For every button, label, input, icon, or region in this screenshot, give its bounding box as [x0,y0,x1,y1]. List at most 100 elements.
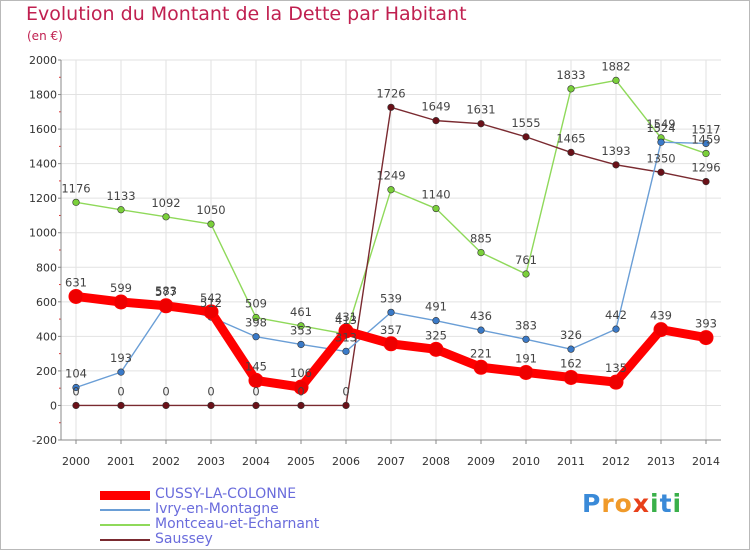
data-label: 512 [200,296,222,310]
data-point [162,213,170,221]
data-point [293,379,309,395]
data-label: 104 [65,366,87,380]
data-label: 509 [245,297,267,311]
data-label: 599 [110,281,132,295]
data-label: 313 [335,330,357,344]
data-label: 1555 [511,116,540,130]
data-label: 1176 [61,181,90,195]
data-label: 442 [605,308,627,322]
data-point [387,186,395,194]
data-point [612,76,620,84]
data-label: 398 [245,316,267,330]
data-point [72,401,80,410]
x-tick-label: 2000 [62,455,90,468]
legend-label: Ivry-en-Montagne [155,501,279,517]
data-point [248,372,264,388]
data-point [522,133,530,141]
data-point [428,341,444,357]
data-point [117,401,125,410]
x-tick-label: 2002 [152,455,180,468]
data-label: 357 [380,323,402,337]
data-point [653,322,669,338]
y-tick-label: 400 [36,330,57,343]
data-point [162,401,170,410]
data-point [477,248,485,257]
data-point [117,206,125,214]
data-label: 0 [72,384,79,398]
data-label: 1517 [691,122,720,136]
logo-letter: t [659,489,673,518]
data-point [113,294,129,310]
data-point [608,374,624,390]
legend-swatch [100,490,150,500]
data-point [567,345,575,353]
data-label: 1631 [466,103,495,117]
data-label: 436 [470,309,492,323]
data-label: 393 [695,317,717,331]
data-point [342,347,350,355]
data-point [342,401,350,410]
data-point [698,330,714,346]
y-tick-label: 1600 [29,123,57,136]
data-point [297,401,305,410]
data-point [207,401,215,410]
chart-title: Evolution du Montant de la Dette par Hab… [26,3,467,25]
y-tick-label: 600 [36,296,57,309]
data-label: 1350 [646,151,675,165]
data-label: 1524 [646,121,675,135]
y-tick-label: 1200 [29,192,57,205]
data-label: 885 [470,232,492,246]
data-label: 135 [605,361,627,375]
x-tick-label: 2004 [242,455,270,468]
y-tick-label: 1800 [29,89,57,102]
data-label: 162 [560,356,582,370]
legend-swatch [100,524,150,526]
data-point [657,168,665,176]
logo-letter: i [650,489,660,518]
y-tick-label: -200 [32,434,57,447]
x-tick-label: 2006 [332,455,360,468]
data-point [518,364,534,380]
data-label: 145 [245,359,267,373]
data-label: 761 [515,253,537,267]
y-tick-label: 1000 [29,227,57,240]
data-point [702,139,710,148]
data-point [432,317,440,325]
data-label: 193 [110,351,132,365]
logo-letter: o [614,489,633,518]
data-point [72,198,80,206]
data-label: 0 [162,384,169,398]
logo-letter: x [632,489,650,518]
data-label: 191 [515,351,537,365]
grid [61,59,721,441]
data-point [567,85,575,93]
data-point [563,369,579,385]
data-label: 383 [515,318,537,332]
data-point [387,308,395,316]
data-label: 0 [342,384,349,398]
data-point [387,103,395,111]
proxiti-logo: Proxiti [582,489,682,518]
data-point [383,336,399,352]
x-tick-label: 2014 [692,455,720,468]
data-point [297,340,305,349]
data-label: 1726 [376,86,405,100]
data-label: 631 [65,275,87,289]
logo-letter: r [601,489,615,518]
x-tick-label: 2003 [197,455,225,468]
data-label: 542 [200,291,222,305]
data-point [117,368,125,376]
data-label: 1296 [691,161,720,175]
axes: -200020040060080010001200140016001800200… [29,54,721,468]
data-label: 325 [425,328,447,342]
data-label: 461 [290,305,312,319]
data-point [657,138,665,146]
data-point [567,148,575,157]
data-point [252,313,260,322]
data-point [252,333,260,341]
data-point [477,120,485,128]
data-label: 1549 [646,117,675,131]
data-label: 1882 [601,59,630,73]
x-tick-label: 2013 [647,455,675,468]
data-label: 1393 [601,144,630,158]
